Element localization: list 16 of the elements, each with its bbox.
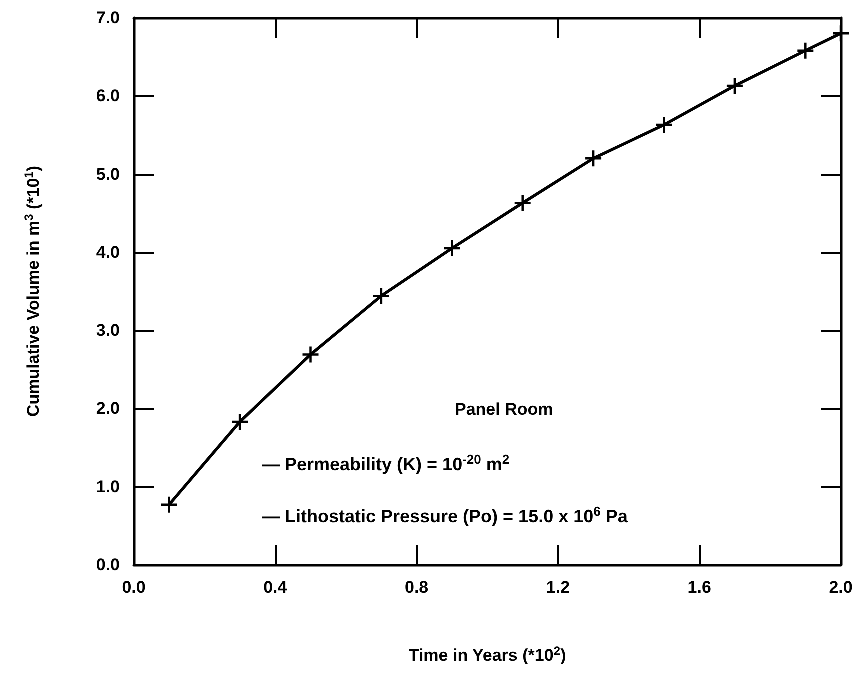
y-tick-label: 1.0 bbox=[96, 477, 120, 496]
y-tick-label: 7.0 bbox=[96, 8, 120, 28]
y-tick-label: 3.0 bbox=[96, 321, 120, 340]
y-axis-title: Cumulative Volume in m3 (*101) bbox=[22, 166, 43, 418]
y-tick-label: 2.0 bbox=[96, 399, 120, 418]
x-tick-label: 0.8 bbox=[404, 578, 429, 597]
annotation: Panel Room bbox=[455, 400, 554, 419]
x-tick-label: 2.0 bbox=[829, 578, 853, 597]
x-tick-label: 1.2 bbox=[546, 578, 570, 597]
y-tick-label: 5.0 bbox=[96, 164, 120, 184]
y-tick-label: 6.0 bbox=[96, 86, 120, 106]
x-tick-label: 0.0 bbox=[122, 578, 146, 597]
x-tick-label: 1.6 bbox=[688, 578, 712, 597]
y-tick-label: 4.0 bbox=[96, 242, 120, 262]
y-tick-label: 0.0 bbox=[96, 556, 120, 574]
x-tick-label: 0.4 bbox=[264, 578, 288, 597]
